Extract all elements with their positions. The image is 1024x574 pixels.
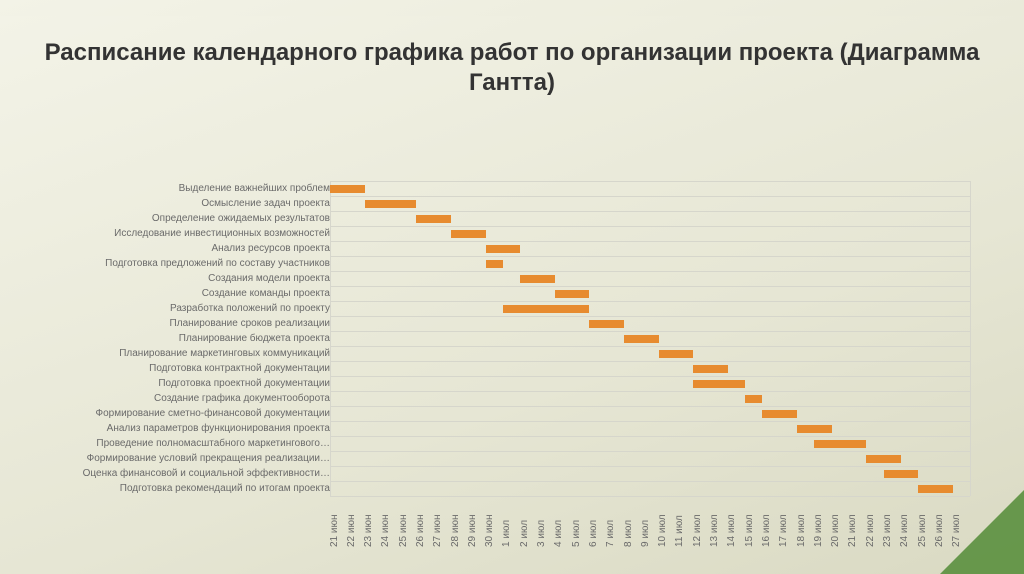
- task-label: Подготовка контрактной документации: [40, 363, 336, 374]
- grid-line: [330, 481, 970, 482]
- gantt-bar: [745, 395, 762, 403]
- page: Расписание календарного графика работ по…: [0, 16, 1024, 574]
- grid-line: [330, 241, 970, 242]
- grid-line: [330, 436, 970, 437]
- gantt-bar: [503, 305, 589, 313]
- grid-line: [330, 406, 970, 407]
- gantt-bar: [486, 260, 503, 268]
- task-label: Исследование инвестиционных возможностей: [40, 228, 336, 239]
- gantt-bar: [693, 365, 728, 373]
- gantt-bar: [866, 455, 901, 463]
- accent-corner: [924, 490, 1024, 574]
- task-label: Планирование маркетинговых коммуникаций: [40, 348, 336, 359]
- task-label: Осмысление задач проекта: [40, 198, 336, 209]
- task-label: Анализ параметров функционирования проек…: [40, 423, 336, 434]
- task-label: Планирование сроков реализации: [40, 318, 336, 329]
- page-title: Расписание календарного графика работ по…: [0, 16, 1024, 104]
- gantt-bar: [555, 290, 590, 298]
- grid-line: [330, 361, 970, 362]
- gantt-chart: 21 июн22 июн23 июн24 июн25 июн26 июн27 и…: [40, 121, 980, 551]
- task-label: Анализ ресурсов проекта: [40, 243, 336, 254]
- grid-line: [330, 316, 970, 317]
- task-label: Определение ожидаемых результатов: [40, 213, 336, 224]
- gantt-bar: [416, 215, 451, 223]
- grid-line: [330, 256, 970, 257]
- grid-line: [330, 466, 970, 467]
- task-label: Создание графика документооборота: [40, 393, 336, 404]
- task-label: Проведение полномасштабного маркетингово…: [40, 438, 336, 449]
- gantt-bar: [814, 440, 866, 448]
- grid-line: [330, 301, 970, 302]
- gantt-bar: [659, 350, 694, 358]
- gantt-bar: [451, 230, 486, 238]
- grid-line: [330, 286, 970, 287]
- task-label: Подготовка предложений по составу участн…: [40, 258, 336, 269]
- task-label: Выделение важнейших проблем: [40, 183, 336, 194]
- task-label: Формирование условий прекращения реализа…: [40, 453, 336, 464]
- gantt-bar: [589, 320, 624, 328]
- grid-line: [330, 331, 970, 332]
- grid-line: [330, 181, 970, 182]
- grid-line: [330, 346, 970, 347]
- grid-line: [330, 391, 970, 392]
- grid-line: [330, 226, 970, 227]
- grid-line: [970, 181, 971, 496]
- task-label: Создание команды проекта: [40, 288, 336, 299]
- gantt-bar: [330, 185, 365, 193]
- task-label: Разработка положений по проекту: [40, 303, 336, 314]
- gantt-bar: [693, 380, 745, 388]
- grid-line: [330, 376, 970, 377]
- gantt-bar: [762, 410, 797, 418]
- gantt-bar: [486, 245, 521, 253]
- task-label: Оценка финансовой и социальной эффективн…: [40, 468, 336, 479]
- gantt-bar: [365, 200, 417, 208]
- gantt-bar: [797, 425, 832, 433]
- grid-line: [330, 271, 970, 272]
- task-label: Подготовка рекомендаций по итогам проект…: [40, 483, 336, 494]
- gantt-bar: [520, 275, 555, 283]
- gantt-bar: [884, 470, 919, 478]
- grid-line: [330, 421, 970, 422]
- task-label: Планирование бюджета проекта: [40, 333, 336, 344]
- task-label: Подготовка проектной документации: [40, 378, 336, 389]
- task-label: Формирование сметно-финансовой документа…: [40, 408, 336, 419]
- grid-line: [330, 451, 970, 452]
- grid-line: [330, 211, 970, 212]
- task-label: Создания модели проекта: [40, 273, 336, 284]
- grid-line: [330, 196, 970, 197]
- grid-line: [330, 496, 970, 497]
- gantt-bar: [624, 335, 659, 343]
